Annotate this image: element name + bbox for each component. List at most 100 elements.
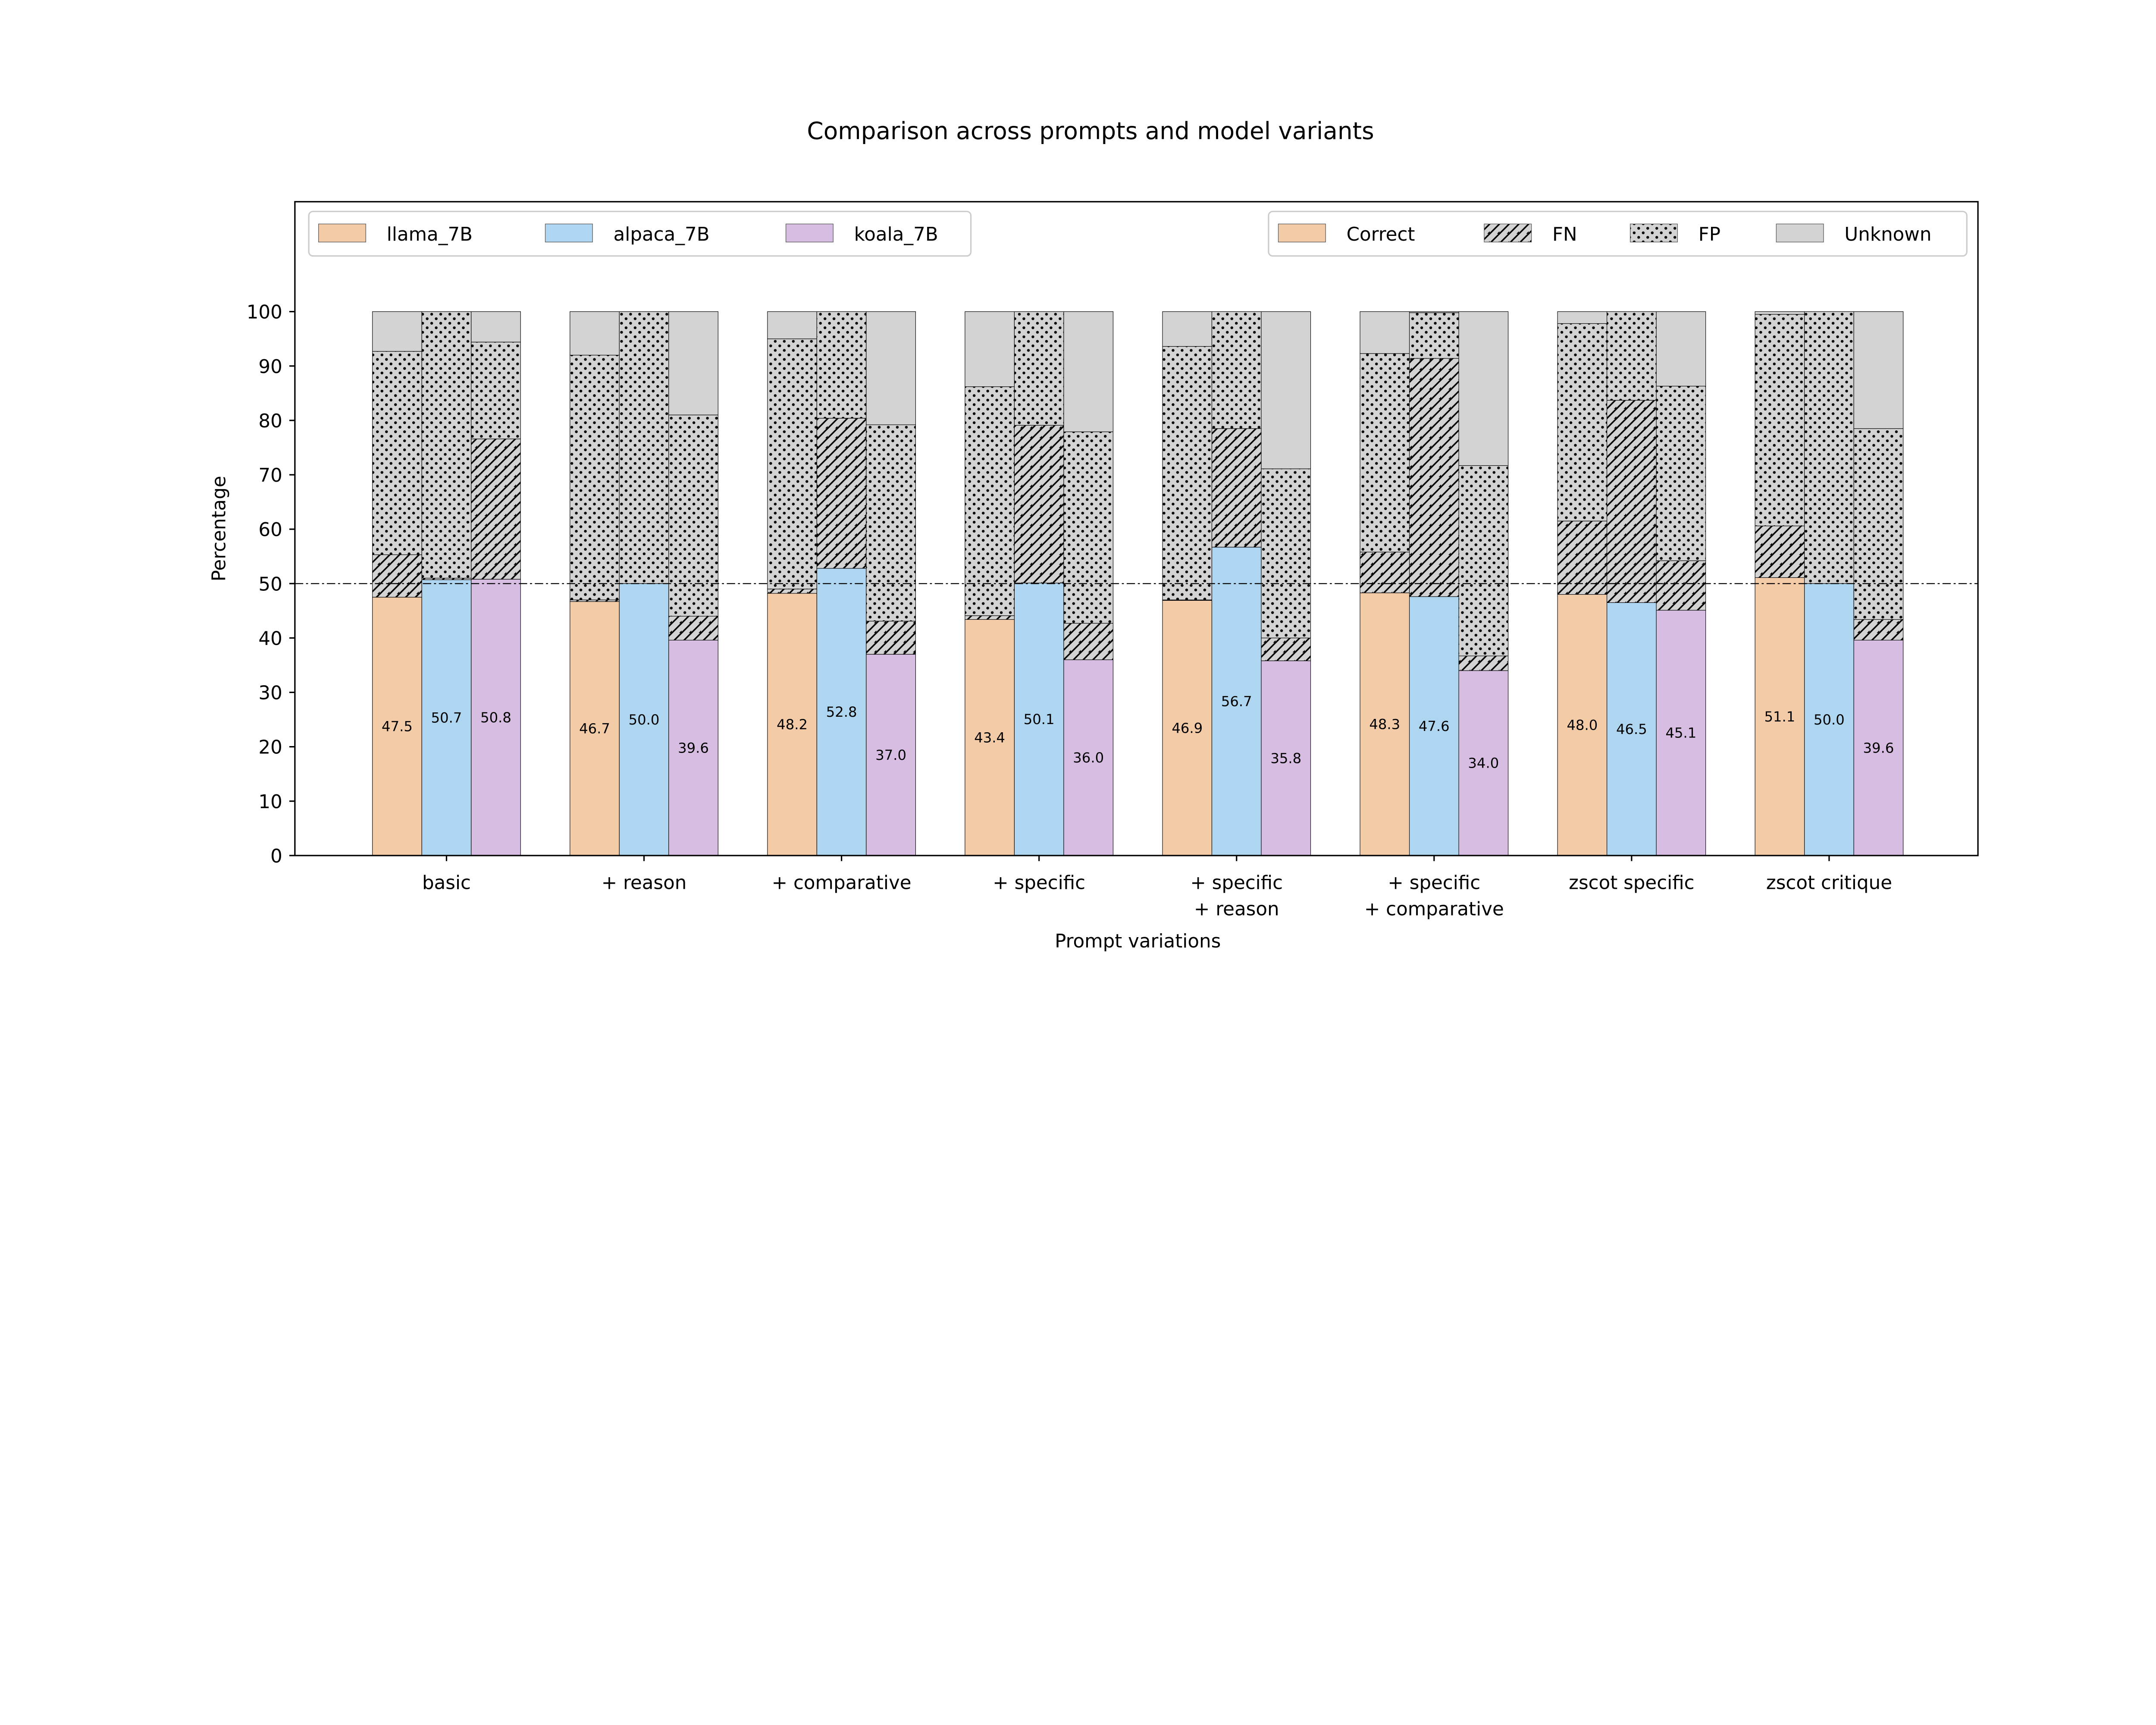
bar-segment-llama_7B-unknown-0 (372, 311, 422, 352)
bar-segment-llama_7B-unknown-4 (1162, 311, 1213, 347)
bar-segment-alpaca_7B-fp-1 (619, 311, 669, 584)
bar-segment-alpaca_7B-fn-2 (816, 418, 867, 569)
legend-swatch-unknown (1776, 223, 1824, 242)
y-tick-label: 50 (258, 574, 282, 595)
bar-segment-llama_7B-unknown-3 (965, 311, 1015, 387)
bar-segment-koala_7B-fp-1 (668, 414, 718, 617)
y-tick-label: 100 (247, 302, 282, 323)
bar-segment-koala_7B-unknown-6 (1656, 311, 1706, 386)
bar-segment-koala_7B-fn-4 (1261, 637, 1311, 661)
bar-value-label: 46.7 (579, 721, 610, 737)
bar-segment-alpaca_7B-correct-0 (421, 579, 472, 856)
bar-segment-koala_7B-fp-5 (1458, 465, 1509, 656)
y-tick-label: 20 (258, 737, 282, 759)
bar-segment-alpaca_7B-unknown-5 (1409, 311, 1459, 313)
legend-label: Unknown (1844, 224, 1931, 245)
bar-segment-alpaca_7B-correct-1 (619, 583, 669, 856)
bar-value-label: 46.9 (1172, 720, 1203, 736)
bar-segment-alpaca_7B-correct-2 (816, 568, 867, 856)
bar-value-label: 46.5 (1616, 721, 1647, 737)
bar-value-label: 50.7 (431, 709, 462, 726)
bar-segment-koala_7B-fp-3 (1063, 431, 1114, 624)
y-tick-label: 40 (258, 628, 282, 649)
bar-segment-koala_7B-fp-6 (1656, 386, 1706, 561)
x-tick-label: + specific (993, 872, 1085, 894)
bar-segment-llama_7B-fn-5 (1360, 552, 1410, 593)
bar-segment-alpaca_7B-correct-4 (1211, 547, 1262, 856)
bar-segment-llama_7B-fn-1 (570, 599, 620, 602)
y-tick-label: 10 (258, 791, 282, 813)
legend-swatch-alpaca_7B (545, 223, 593, 242)
bar-segment-koala_7B-fn-1 (668, 616, 718, 640)
bar-value-label: 56.7 (1221, 693, 1252, 710)
bar-segment-alpaca_7B-fp-5 (1409, 312, 1459, 359)
bar-segment-llama_7B-fn-6 (1557, 521, 1608, 595)
bar-segment-koala_7B-unknown-4 (1261, 311, 1311, 469)
bar-segment-llama_7B-unknown-2 (767, 311, 817, 339)
y-tick-label: 60 (258, 519, 282, 541)
legend-label: FN (1552, 224, 1577, 245)
bar-segment-llama_7B-correct-1 (570, 601, 620, 856)
stacked-bar-chart: Comparison across prompts and model vari… (208, 117, 1979, 952)
bar-segment-alpaca_7B-fn-0 (421, 578, 472, 580)
bar-segment-llama_7B-correct-7 (1755, 577, 1805, 856)
bar-segment-llama_7B-fp-4 (1162, 346, 1213, 600)
bar-segment-llama_7B-unknown-1 (570, 311, 620, 356)
x-tick-label: + specific + reason (1190, 872, 1283, 920)
bar-segment-llama_7B-correct-3 (965, 619, 1015, 856)
y-tick-label: 0 (270, 846, 282, 867)
bar-value-label: 48.3 (1369, 716, 1400, 733)
legend-label: alpaca_7B (614, 224, 710, 245)
bar-segment-koala_7B-correct-1 (668, 640, 718, 856)
legend-outcomes: Correct FN FP Unknown (1268, 210, 1968, 257)
bar-segment-koala_7B-unknown-7 (1853, 311, 1904, 429)
bar-segment-koala_7B-fn-3 (1063, 623, 1114, 660)
x-tick-label: + specific + comparative (1364, 872, 1504, 920)
bar-segment-koala_7B-correct-2 (866, 654, 916, 856)
bar-segment-llama_7B-correct-2 (767, 593, 817, 856)
bar-segment-koala_7B-fp-2 (866, 424, 916, 621)
bar-segment-llama_7B-fp-5 (1360, 353, 1410, 552)
bar-value-label: 45.1 (1665, 725, 1696, 741)
bar-value-label: 48.0 (1567, 717, 1598, 733)
bar-segment-alpaca_7B-fp-7 (1804, 311, 1854, 584)
bar-segment-koala_7B-unknown-1 (668, 311, 718, 415)
legend-swatch-koala_7B (785, 223, 834, 242)
bar-value-label: 47.5 (382, 718, 413, 735)
y-tick-label: 70 (258, 465, 282, 486)
bar-segment-alpaca_7B-fn-6 (1607, 400, 1657, 603)
bar-segment-llama_7B-fn-7 (1755, 525, 1805, 578)
bar-value-label: 50.1 (1024, 711, 1055, 728)
bar-value-label: 39.6 (1863, 740, 1894, 756)
bar-segment-koala_7B-fn-6 (1656, 560, 1706, 611)
y-axis: 0 10 20 30 40 50 60 70 80 90 100 (247, 302, 295, 867)
bar-segment-llama_7B-fn-3 (965, 615, 1015, 620)
legend-swatch-llama_7B (318, 223, 367, 242)
bar-segment-llama_7B-fp-1 (570, 354, 620, 600)
bar-segment-llama_7B-fp-3 (965, 386, 1015, 616)
bar-segment-koala_7B-correct-3 (1063, 659, 1114, 856)
bar-segment-alpaca_7B-fp-3 (1014, 311, 1064, 426)
x-tick-label: basic (422, 872, 471, 894)
bar-segment-llama_7B-unknown-6 (1557, 311, 1608, 324)
bar-segment-llama_7B-correct-0 (372, 597, 422, 856)
legend-label: koala_7B (854, 224, 938, 245)
bar-segment-alpaca_7B-fp-6 (1607, 311, 1657, 401)
x-tick-label: + comparative (772, 872, 912, 894)
bar-segment-koala_7B-unknown-3 (1063, 311, 1114, 432)
bar-segment-koala_7B-fp-0 (471, 342, 521, 439)
legend-swatch-fp (1630, 223, 1678, 242)
y-tick-label: 80 (258, 411, 282, 432)
bar-segment-koala_7B-unknown-2 (866, 311, 916, 425)
bar-segment-alpaca_7B-correct-5 (1409, 596, 1459, 856)
bar-value-label: 50.8 (480, 709, 511, 726)
bar-segment-koala_7B-fn-7 (1853, 619, 1904, 640)
bar-value-label: 48.2 (777, 716, 808, 733)
bar-segment-koala_7B-unknown-0 (471, 311, 521, 342)
bar-segment-llama_7B-unknown-7 (1755, 311, 1805, 315)
bar-segment-llama_7B-fp-6 (1557, 323, 1608, 521)
bar-segment-llama_7B-fp-7 (1755, 314, 1805, 527)
bar-value-label: 50.0 (629, 712, 660, 728)
bar-segment-llama_7B-unknown-5 (1360, 311, 1410, 354)
x-tick-label: + reason (602, 872, 687, 894)
